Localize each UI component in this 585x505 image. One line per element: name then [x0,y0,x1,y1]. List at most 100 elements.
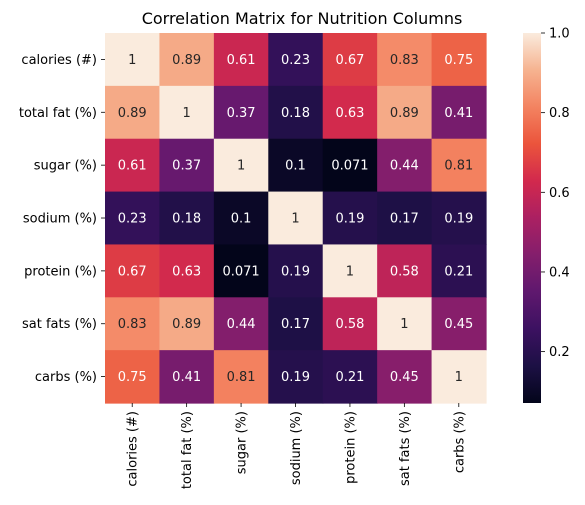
colorbar-ticks: 0.2 0.4 0.6 0.8 1.0 [541,27,570,360]
heatmap-cell [377,244,433,298]
cell-value-label: 0.17 [390,212,419,227]
cell-value-label: 0.63 [172,264,201,279]
colorbar-tick-label: 0.4 [549,265,570,280]
heatmap-cell [213,350,269,404]
heatmap-cell [431,297,487,351]
heatmap-cell [105,85,161,140]
cell-value-label: 1 [237,159,245,174]
heatmap-cell [159,138,215,193]
heatmap-cell [322,33,378,87]
heatmap-cell [377,138,433,193]
y-tick-label: sodium (%) [23,212,97,227]
x-tick-label: sodium (%) [289,411,304,485]
heatmap-cell [268,350,324,404]
y-axis-ticks: calories (#) total fat (%) sugar (%) sodium… [19,53,105,385]
cell-value-label: 0.071 [331,159,368,174]
x-tick-label: protein (%) [343,411,358,484]
cell-value-label: 1 [183,106,191,121]
cell-value-label: 1 [400,317,408,332]
cell-value-label: 0.45 [390,370,419,385]
cell-value-label: 0.83 [390,53,419,68]
heatmap-cell [322,297,378,351]
heatmap-cell [268,297,324,351]
cell-value-label: 0.41 [172,370,201,385]
x-tick-label: calories (#) [126,411,141,487]
heatmap-cell [322,350,378,404]
y-tick-label: sugar (%) [34,159,97,174]
heatmap-cell [159,297,215,351]
heatmap-cell [213,33,269,87]
chart-title: Correlation Matrix for Nutrition Columns [142,9,463,28]
heatmap-cell [322,85,378,140]
heatmap-cells: 1 0.89 0.61 0.23 0.67 0.83 0.75 0.89 1 0.37 0.18 0.… [105,33,487,404]
cell-value-label: 0.21 [335,370,364,385]
colorbar-tick-label: 0.6 [549,186,570,201]
cell-value-label: 0.18 [172,212,201,227]
colorbar [523,33,541,403]
x-axis-ticks: calories (#) total fat (%) sugar (%) sodium… [126,403,467,489]
cell-value-label: 0.44 [390,159,419,174]
cell-value-label: 0.44 [227,317,256,332]
heatmap-cell [268,191,324,246]
cell-value-label: 0.67 [118,264,147,279]
cell-value-label: 0.37 [227,106,256,121]
cell-value-label: 0.81 [444,159,473,174]
heatmap-cell [268,244,324,298]
cell-value-label: 0.61 [227,53,256,68]
cell-value-label: 0.17 [281,317,310,332]
heatmap-cell [105,350,161,404]
cell-value-label: 0.83 [118,317,147,332]
heatmap-cell [377,297,433,351]
heatmap-cell [377,191,433,246]
cell-value-label: 0.19 [335,212,364,227]
heatmap-cell [105,297,161,351]
y-tick-label: sat fats (%) [22,317,97,332]
heatmap-cell [431,85,487,140]
cell-value-label: 0.1 [285,159,306,174]
heatmap-cell [159,191,215,246]
heatmap-cell [377,85,433,140]
cell-value-label: 0.19 [281,370,310,385]
cell-value-label: 0.41 [444,106,473,121]
heatmap-cell [213,138,269,193]
heatmap-cell [322,138,378,193]
cell-value-label: 1 [128,53,136,68]
x-tick-label: carbs (%) [452,411,467,473]
colorbar-tick-label: 1.0 [549,27,570,42]
cell-value-label: 1 [291,212,299,227]
cell-value-label: 0.23 [118,212,147,227]
cell-value-label: 0.89 [390,106,419,121]
cell-value-label: 0.81 [227,370,256,385]
cell-value-label: 0.75 [118,370,147,385]
heatmap-cell [268,33,324,87]
heatmap-cell [377,350,433,404]
cell-value-label: 0.21 [444,264,473,279]
cell-value-label: 0.18 [281,106,310,121]
cell-value-label: 0.23 [281,53,310,68]
cell-value-label: 0.1 [231,212,252,227]
cell-value-label: 0.67 [335,53,364,68]
heatmap-cell [105,191,161,246]
heatmap-cell [213,244,269,298]
heatmap-cell [322,191,378,246]
colorbar-tick-label: 0.8 [549,106,570,121]
x-tick-label: sat fats (%) [398,411,413,486]
heatmap-cell [431,191,487,246]
heatmap-cell [159,350,215,404]
heatmap-cell [213,85,269,140]
colorbar-tick-label: 0.2 [549,345,570,360]
heatmap-cell [268,85,324,140]
heatmap-cell [213,191,269,246]
heatmap-cell [322,244,378,298]
cell-value-label: 1 [455,370,463,385]
y-tick-label: total fat (%) [19,106,97,121]
cell-value-label: 0.63 [335,106,364,121]
cell-value-label: 0.37 [172,159,201,174]
heatmap-cell [377,33,433,87]
heatmap-cell [105,33,161,87]
heatmap-cell [105,138,161,193]
cell-value-label: 0.19 [444,212,473,227]
cell-value-label: 0.19 [281,264,310,279]
heatmap-cell [213,297,269,351]
